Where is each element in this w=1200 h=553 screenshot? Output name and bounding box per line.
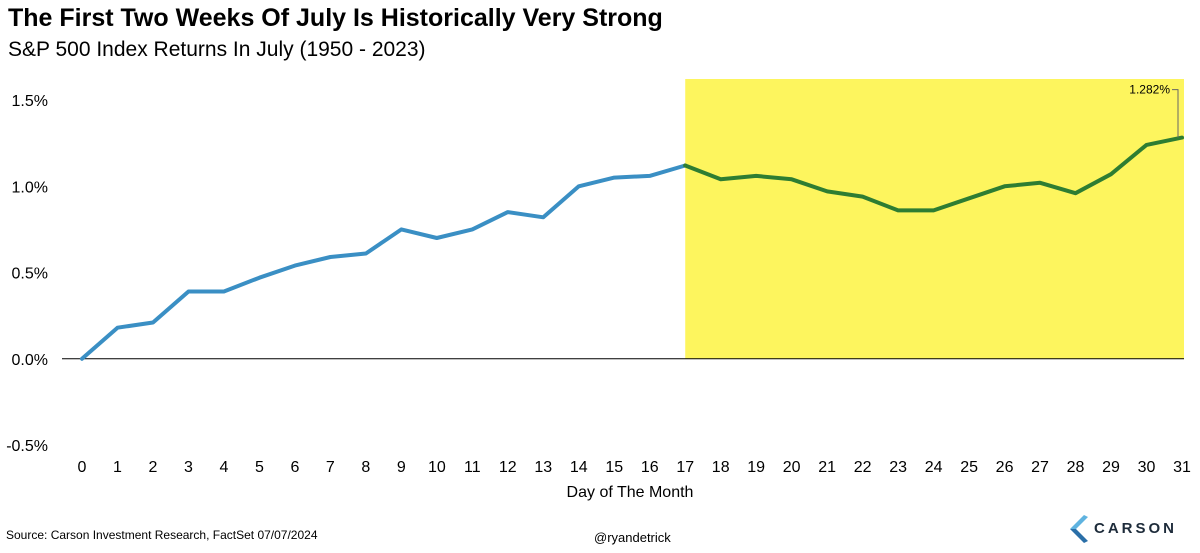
x-tick-label: 14 — [570, 459, 588, 476]
x-tick-label: 25 — [960, 459, 978, 476]
carson-logo-text: CARSON — [1094, 520, 1178, 537]
data-point — [151, 321, 155, 325]
x-tick-label: 18 — [712, 459, 730, 476]
x-tick-label: 20 — [783, 459, 801, 476]
highlight-band — [685, 79, 1184, 359]
x-tick-label: 15 — [605, 459, 623, 476]
x-tick-label: 8 — [361, 459, 370, 476]
y-tick-label: -0.5% — [6, 438, 48, 455]
data-point — [1038, 181, 1042, 185]
series-line-blue — [80, 163, 688, 361]
data-point — [790, 177, 794, 181]
x-tick-label: 29 — [1102, 459, 1120, 476]
data-point — [257, 276, 261, 280]
x-tick-label: 10 — [428, 459, 446, 476]
annotation-leader — [1172, 89, 1179, 138]
x-tick-label: 23 — [889, 459, 907, 476]
data-point — [612, 176, 616, 180]
x-tick-label: 6 — [290, 459, 299, 476]
x-tick-label: 12 — [499, 459, 517, 476]
data-point — [293, 264, 297, 268]
x-tick-label: 1 — [113, 459, 122, 476]
data-point — [1145, 143, 1149, 147]
data-point — [577, 184, 581, 188]
x-tick-label: 5 — [255, 459, 264, 476]
data-point — [861, 195, 865, 199]
x-tick-label: 3 — [184, 459, 193, 476]
data-point — [719, 177, 723, 181]
chart-title: The First Two Weeks Of July Is Historica… — [8, 4, 663, 32]
data-point — [1003, 184, 1007, 188]
source-note: Source: Carson Investment Research, Fact… — [6, 528, 318, 542]
data-point — [1074, 191, 1078, 195]
data-point — [328, 255, 332, 259]
annotation-label: 1.282% — [1129, 83, 1170, 97]
x-tick-label: 16 — [641, 459, 659, 476]
data-point — [222, 289, 226, 293]
x-tick-label: 21 — [818, 459, 836, 476]
data-point — [683, 164, 687, 168]
x-tick-label: 9 — [397, 459, 406, 476]
data-point — [1180, 136, 1184, 140]
x-tick-label: 11 — [464, 459, 481, 476]
x-tick-label: 26 — [996, 459, 1014, 476]
x-tick-label: 4 — [219, 459, 228, 476]
data-point — [115, 326, 119, 330]
y-tick-label: 0.0% — [12, 352, 48, 369]
data-point — [648, 174, 652, 178]
x-tick-label: 7 — [326, 459, 335, 476]
data-point — [80, 357, 84, 361]
data-point — [364, 252, 368, 256]
y-tick-label: 1.5% — [12, 93, 48, 110]
x-tick-label: 28 — [1067, 459, 1085, 476]
x-tick-label: 30 — [1138, 459, 1156, 476]
x-tick-label: 17 — [676, 459, 694, 476]
chart-subtitle: S&P 500 Index Returns In July (1950 - 20… — [8, 38, 426, 61]
data-point — [186, 289, 190, 293]
data-point — [967, 196, 971, 200]
data-point — [896, 208, 900, 212]
x-tick-label: 22 — [854, 459, 872, 476]
author-handle: @ryandetrick — [594, 530, 671, 545]
data-point — [435, 236, 439, 240]
data-point — [754, 174, 758, 178]
data-point — [399, 227, 403, 231]
data-point — [470, 227, 474, 231]
data-point — [506, 210, 510, 214]
x-tick-label: 0 — [78, 459, 87, 476]
data-point — [541, 215, 545, 219]
carson-chevron-logo-icon — [1070, 515, 1088, 543]
x-tick-label: 24 — [925, 459, 943, 476]
x-axis-title: Day of The Month — [567, 484, 694, 501]
data-point — [825, 189, 829, 193]
x-tick-label: 19 — [747, 459, 765, 476]
x-tick-label: 13 — [534, 459, 552, 476]
x-tick-label: 27 — [1031, 459, 1049, 476]
data-point — [1109, 172, 1113, 176]
y-tick-label: 1.0% — [12, 179, 48, 196]
y-tick-label: 0.5% — [12, 266, 48, 283]
x-tick-label: 2 — [149, 459, 158, 476]
x-tick-label: 31 — [1173, 459, 1191, 476]
data-point — [932, 208, 936, 212]
